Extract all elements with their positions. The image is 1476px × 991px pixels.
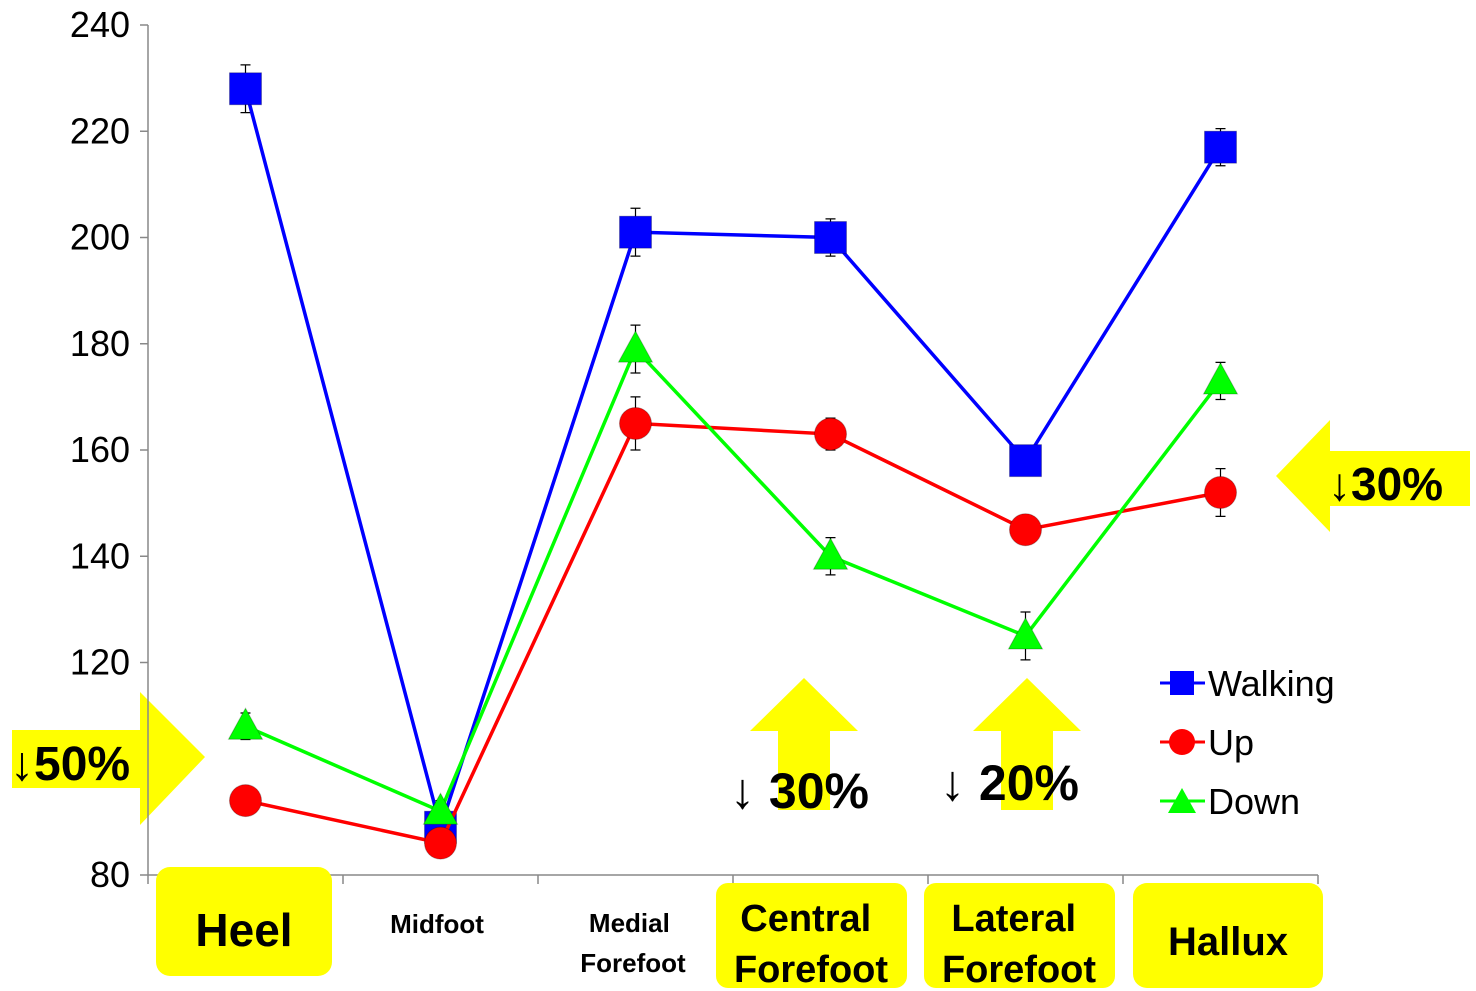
y-axis: 80 120 140 160 180 200 220 240 — [70, 4, 149, 895]
down-point — [1007, 616, 1044, 650]
legend: Walking Up Down — [1160, 663, 1335, 822]
up-point — [1204, 476, 1237, 509]
walking-point — [1009, 444, 1042, 478]
category-label-midfoot: Midfoot — [390, 909, 484, 939]
annotation-lateral: ↓ 20% — [940, 755, 1079, 811]
category-label-central-forefoot: Central Forefoot — [734, 898, 888, 991]
legend-up-label: Up — [1208, 722, 1254, 763]
arrow-left-hallux — [1276, 420, 1470, 532]
highlight-central-forefoot — [716, 883, 907, 988]
category-label-heel: Heel — [195, 904, 292, 956]
y-tick-label: 140 — [70, 535, 130, 576]
walking-point — [619, 215, 652, 249]
annotation-labels: ↓50% ↓30% ↓ 30% ↓ 20% — [10, 458, 1443, 819]
down-line — [244, 345, 1222, 814]
x-axis — [147, 874, 1319, 884]
up-point — [1009, 513, 1042, 547]
legend-walking-icon — [1170, 671, 1194, 695]
up-point — [229, 784, 262, 818]
down-point — [812, 537, 849, 570]
series-up — [229, 396, 1237, 860]
down-point — [1202, 361, 1239, 395]
annotation-heel: ↓50% — [10, 738, 130, 791]
legend-down-icon — [1168, 788, 1196, 813]
down-point — [617, 330, 654, 363]
highlight-hallux — [1133, 883, 1323, 988]
annotation-central: ↓ 30% — [730, 763, 869, 819]
arrow-up-lateral — [973, 678, 1081, 810]
arrow-right-heel — [12, 692, 205, 825]
walking-point — [814, 221, 847, 254]
category-label-hallux: Hallux — [1168, 920, 1288, 964]
up-point — [814, 417, 847, 451]
y-tick-label: 160 — [70, 429, 130, 470]
walking-point — [1204, 130, 1237, 164]
down-point — [422, 792, 459, 825]
annotation-hallux: ↓30% — [1328, 458, 1443, 510]
up-point — [424, 826, 457, 860]
category-label-lateral-forefoot: Lateral Forefoot — [942, 898, 1096, 991]
series-layer — [227, 64, 1239, 860]
y-tick-label: 240 — [70, 4, 130, 45]
up-point — [619, 406, 652, 440]
category-highlights — [156, 867, 1323, 988]
category-labels: Heel Midfoot Medial Forefoot Central For… — [195, 898, 1288, 991]
up-line — [245, 421, 1221, 846]
legend-walking-label: Walking — [1208, 663, 1335, 704]
y-tick-label: 80 — [90, 854, 130, 895]
highlight-lateral-forefoot — [924, 883, 1115, 988]
walking-line — [243, 88, 1222, 834]
down-point — [227, 707, 264, 740]
y-tick-label: 120 — [70, 642, 130, 683]
highlight-heel — [156, 867, 332, 976]
y-tick-label: 220 — [70, 110, 130, 151]
series-down — [227, 324, 1239, 825]
arrow-up-central — [750, 678, 858, 810]
y-tick-label: 180 — [70, 323, 130, 364]
walking-point — [229, 72, 262, 106]
category-label-medial-forefoot: Medial Forefoot — [580, 908, 686, 978]
annotation-arrows — [12, 420, 1470, 825]
legend-down-label: Down — [1208, 781, 1300, 822]
legend-up-icon — [1169, 729, 1195, 755]
y-tick-label: 200 — [70, 217, 130, 258]
